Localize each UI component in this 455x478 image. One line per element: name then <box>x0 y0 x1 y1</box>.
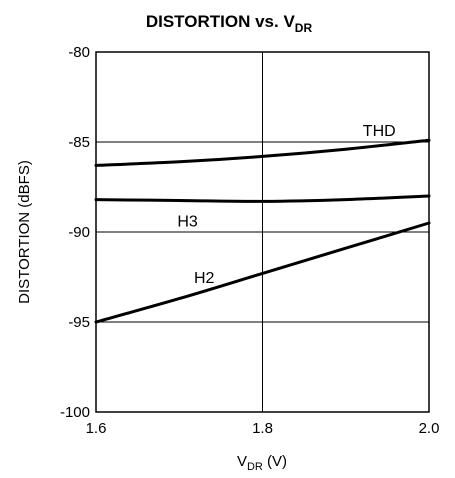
series-lines <box>94 138 431 324</box>
x-tick-label: 1.8 <box>252 420 273 437</box>
series-line-h3 <box>94 194 431 203</box>
series-label-h3: H3 <box>177 214 198 231</box>
series-label-thd: THD <box>363 123 396 140</box>
x-axis-tick-labels: 1.6 1.8 2.0 <box>86 420 440 437</box>
y-tick-label: -100 <box>60 404 90 421</box>
series-labels: THD H3 H2 <box>177 123 395 287</box>
plot-area <box>95 51 430 413</box>
series-line-h2 <box>94 221 431 324</box>
x-tick-label: 1.6 <box>86 420 107 437</box>
y-tick-label: -90 <box>68 224 90 241</box>
series-label-h2: H2 <box>194 270 215 287</box>
x-axis-label: VDR (V) <box>237 453 287 473</box>
x-tick-label: 2.0 <box>419 420 440 437</box>
y-axis-label: DISTORTION (dBFS) <box>16 160 33 304</box>
y-axis-tick-labels: -80 -85 -90 -95 -100 <box>60 44 90 421</box>
y-tick-label: -80 <box>68 44 90 61</box>
series-line-thd <box>94 138 431 167</box>
gridlines <box>95 51 430 413</box>
y-tick-label: -85 <box>68 134 90 151</box>
chart-title: DISTORTION vs. VDR <box>146 12 313 35</box>
y-tick-label: -95 <box>68 314 90 331</box>
